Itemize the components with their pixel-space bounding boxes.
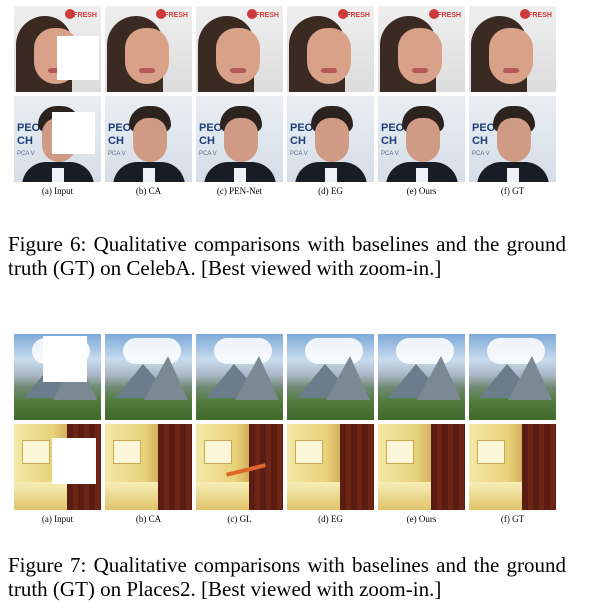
celeba-woman-pennet: FRESH xyxy=(196,6,283,92)
subfig-label: (f) GT xyxy=(500,186,525,196)
places-mountain-gt xyxy=(469,334,556,420)
places-mountain-gl xyxy=(196,334,283,420)
figure-7-caption: Figure 7: Qualitative comparisons with b… xyxy=(8,553,566,601)
mask-hole xyxy=(43,336,87,382)
sign-text: PEO CH PCA V xyxy=(472,122,496,157)
celeba-woman-input: FRESH xyxy=(14,6,101,92)
brand-logo xyxy=(65,9,75,19)
figure-6-row-woman: FRESH FRESH FRESH FRESH FRESH FRESH xyxy=(14,6,562,92)
mask-hole xyxy=(52,112,95,154)
brand-text: FRESH xyxy=(528,12,552,19)
places-mountain-input xyxy=(14,334,101,420)
places-hallway-ca xyxy=(105,424,192,510)
sign-text: PEO CH PCA V xyxy=(199,122,223,157)
sign-text: PEO CH PCA V xyxy=(290,122,314,157)
subfig-label: (e) Ours xyxy=(406,514,437,524)
celeba-woman-gt: FRESH xyxy=(469,6,556,92)
subfig-label: (d) EG xyxy=(318,514,343,524)
subfig-label: (e) Ours xyxy=(406,186,437,196)
places-hallway-gl xyxy=(196,424,283,510)
sign-text: PEO CH PCA V xyxy=(108,122,132,157)
subfig-label: (c) PEN-Net xyxy=(216,186,263,196)
celeba-man-ca: PEO CH PCA V xyxy=(105,96,192,182)
subfig-label: (b) CA xyxy=(135,186,162,196)
celeba-woman-ours: FRESH xyxy=(378,6,465,92)
celeba-man-input: PEO CH PCA V xyxy=(14,96,101,182)
celeba-woman-ca: FRESH xyxy=(105,6,192,92)
brand-text: FRESH xyxy=(164,12,188,19)
figure-6-labels: (a) Input (b) CA (c) PEN-Net (d) EG (e) … xyxy=(14,186,562,197)
mask-hole xyxy=(57,36,99,80)
brand-text: FRESH xyxy=(73,12,97,19)
sign-text: PEO CH PCA V xyxy=(381,122,405,157)
brand-text: FRESH xyxy=(255,12,279,19)
subfig-label: (b) CA xyxy=(135,514,162,524)
sign-text: PEO CH PCA V xyxy=(17,122,41,157)
figure-6-row-man: PEO CH PCA V PEO CH PCA V PEO CH PCA V PEO CH PC… xyxy=(14,96,562,182)
figure-7-labels: (a) Input (b) CA (c) GL (d) EG (e) Ours … xyxy=(14,514,562,525)
celeba-woman-eg: FRESH xyxy=(287,6,374,92)
places-hallway-input xyxy=(14,424,101,510)
subfig-label: (a) Input xyxy=(41,186,74,196)
figure-7-row-mountain xyxy=(14,334,562,420)
celeba-man-ours: PEO CH PCA V xyxy=(378,96,465,182)
places-hallway-ours xyxy=(378,424,465,510)
places-hallway-gt xyxy=(469,424,556,510)
figure-7-row-hallway xyxy=(14,424,562,510)
places-mountain-ca xyxy=(105,334,192,420)
celeba-man-eg: PEO CH PCA V xyxy=(287,96,374,182)
figure-7-grid: (a) Input (b) CA (c) GL (d) EG (e) Ours … xyxy=(14,334,562,525)
figure-6-grid: FRESH FRESH FRESH FRESH FRESH FRESH PEO C… xyxy=(14,6,562,197)
figure-6-caption: Figure 6: Qualitative comparisons with b… xyxy=(8,232,566,280)
subfig-label: (c) GL xyxy=(227,514,252,524)
brand-text: FRESH xyxy=(346,12,370,19)
brand-text: FRESH xyxy=(437,12,461,19)
places-hallway-eg xyxy=(287,424,374,510)
subfig-label: (a) Input xyxy=(41,514,74,524)
places-mountain-eg xyxy=(287,334,374,420)
celeba-man-gt: PEO CH PCA V xyxy=(469,96,556,182)
places-mountain-ours xyxy=(378,334,465,420)
mask-hole xyxy=(52,438,96,484)
celeba-man-pennet: PEO CH PCA V xyxy=(196,96,283,182)
subfig-label: (d) EG xyxy=(318,186,343,196)
subfig-label: (f) GT xyxy=(500,514,525,524)
